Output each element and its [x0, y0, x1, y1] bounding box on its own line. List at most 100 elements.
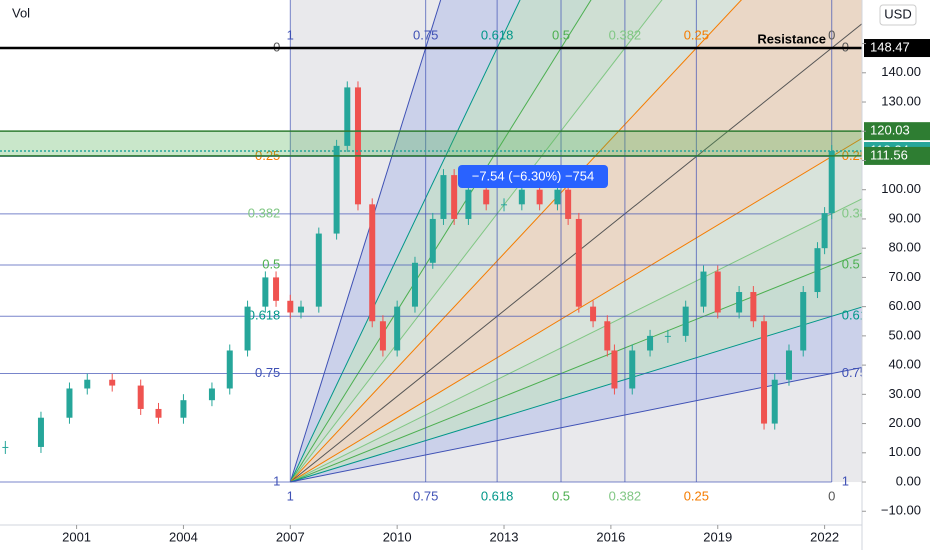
candle	[750, 292, 757, 322]
candle	[451, 175, 458, 219]
currency-box[interactable]	[879, 4, 917, 26]
candle	[354, 87, 361, 205]
price-tag	[864, 39, 930, 58]
x-tick-label: 2001	[62, 529, 91, 544]
candle	[2, 446, 9, 448]
plot: 00000.250.250.250.250.3820.3820.3820.382…	[0, 0, 875, 503]
fan-label-top: 0.382	[609, 27, 642, 42]
measure-box	[458, 165, 608, 188]
y-tick-label: 40.00	[888, 357, 921, 372]
candle	[155, 408, 162, 418]
x-tick-label: 2013	[490, 529, 519, 544]
candle	[429, 218, 436, 263]
candle	[501, 204, 508, 206]
candle	[714, 271, 721, 313]
volume-label: Vol	[12, 5, 30, 20]
candle	[575, 218, 582, 307]
candle	[333, 145, 340, 234]
price-tag	[864, 122, 930, 141]
fan-label-bottom: 0.75	[413, 488, 438, 503]
fan-label-top: 0.25	[684, 27, 709, 42]
y-tick-label: 0.00	[896, 473, 921, 488]
fan-label-top: 1	[287, 27, 294, 42]
fan-label-top: 0.5	[552, 27, 570, 42]
fan-label-left: 0.382	[248, 205, 281, 220]
candle	[208, 388, 215, 401]
candle	[682, 306, 689, 336]
candle	[536, 189, 543, 205]
candle	[297, 306, 304, 313]
candle	[590, 306, 597, 322]
candle	[315, 233, 322, 307]
candle	[379, 321, 386, 351]
fan-label-right: 1	[842, 473, 849, 488]
fan-label-right: 0.382	[842, 205, 875, 220]
price-tag-label: 148.47	[870, 39, 910, 54]
y-tick-label: 70.00	[888, 269, 921, 284]
y-tick-label: 130.00	[881, 93, 921, 108]
candle	[226, 350, 233, 389]
fan-label-top: 0	[828, 27, 835, 42]
x-tick-label: 2004	[169, 529, 198, 544]
candle	[66, 388, 73, 418]
y-tick-label: 50.00	[888, 327, 921, 342]
fan-label-bottom: 1	[287, 488, 294, 503]
y-tick-label: 20.00	[888, 415, 921, 430]
fan-label-bottom: 0	[828, 488, 835, 503]
x-tick-label: 2022	[810, 529, 839, 544]
candle	[604, 321, 611, 351]
candle	[37, 417, 44, 447]
fan-label-right: 0.5	[842, 256, 860, 271]
candle	[262, 277, 269, 307]
fan-label-top: 0.75	[413, 27, 438, 42]
fan-label-left: 1	[273, 473, 280, 488]
candle	[821, 213, 828, 249]
candle	[565, 189, 572, 219]
candle	[273, 277, 280, 301]
fan-label-left: 0.75	[255, 365, 280, 380]
candle	[647, 335, 654, 351]
x-tick-label: 2007	[276, 529, 305, 544]
y-tick-label: 10.00	[888, 444, 921, 459]
candle	[84, 379, 91, 389]
candle	[828, 151, 835, 214]
fan-label-left: 0.5	[262, 256, 280, 271]
zone	[0, 131, 862, 156]
candle	[700, 271, 707, 307]
y-tick-label: 30.00	[888, 386, 921, 401]
candle	[629, 350, 636, 389]
candle	[761, 321, 768, 424]
candle	[736, 292, 743, 313]
price-tag	[864, 146, 930, 165]
y-tick-label: 140.00	[881, 64, 921, 79]
candle	[411, 262, 418, 307]
candle	[394, 306, 401, 351]
price-tag-label: 120.03	[870, 123, 910, 138]
x-tick-label: 2019	[703, 529, 732, 544]
y-tick-label: 80.00	[888, 240, 921, 255]
candle	[369, 204, 376, 322]
fan-label-bottom: 0.618	[481, 488, 514, 503]
candle	[180, 400, 187, 418]
y-tick-label: −10.00	[881, 503, 921, 518]
candle	[344, 87, 351, 146]
x-tick-label: 2016	[596, 529, 625, 544]
price-tag-label: 111.56	[870, 147, 908, 162]
candle	[287, 300, 294, 313]
candle	[785, 350, 792, 380]
candle	[483, 189, 490, 205]
candle	[664, 335, 671, 337]
candle	[554, 189, 561, 205]
candle	[465, 189, 472, 219]
plot-area: 00000.250.250.250.250.3820.3820.3820.382…	[0, 0, 875, 503]
x-tick-label: 2010	[383, 529, 412, 544]
candle	[771, 379, 778, 424]
fan-label-bottom: 0.25	[684, 488, 709, 503]
fan-label-bottom: 0.382	[609, 488, 642, 503]
fan-label-right: 0.618	[842, 308, 875, 323]
currency[interactable]: USD	[884, 6, 911, 21]
fan-label-left: 0.618	[248, 308, 281, 323]
candle	[814, 248, 821, 293]
annotation: Resistance	[757, 31, 826, 46]
